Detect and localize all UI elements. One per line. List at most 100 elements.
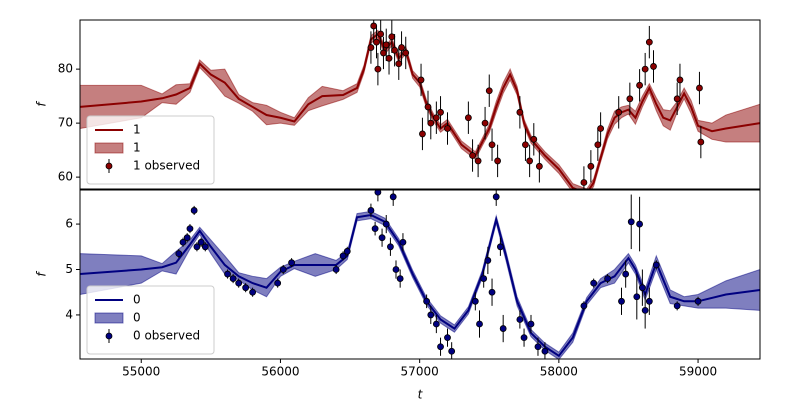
observed-point	[437, 108, 444, 116]
observed-point	[387, 243, 394, 251]
observed-point	[288, 259, 295, 267]
observed-point	[398, 44, 405, 51]
observed-point	[399, 238, 407, 246]
observed-point	[580, 179, 588, 186]
axes-frame	[79, 19, 761, 190]
legend-label: 0	[133, 311, 141, 325]
legend-marker	[105, 162, 113, 170]
legend-label: 0	[133, 293, 141, 307]
observed-point	[374, 65, 382, 73]
observed-point	[183, 234, 191, 242]
observed-point	[464, 114, 472, 122]
observed-point	[370, 22, 378, 30]
observed-point	[377, 30, 385, 38]
observed-point	[594, 141, 602, 149]
observed-point	[626, 95, 634, 103]
observed-point	[499, 325, 507, 332]
observed-point	[274, 279, 282, 287]
y-tick-label: 6	[65, 217, 73, 231]
observed-point	[496, 243, 504, 251]
observed-point	[488, 288, 496, 296]
y-tick-label: 5	[65, 262, 73, 276]
observed-point	[229, 275, 237, 282]
observed-point	[645, 297, 653, 305]
observed-point	[402, 49, 410, 57]
observed-point	[179, 238, 187, 246]
observed-point	[249, 288, 257, 296]
observed-point	[618, 297, 625, 305]
observed-point	[385, 54, 393, 62]
observed-point	[650, 63, 657, 70]
mean-line	[80, 32, 760, 189]
observed-point	[526, 157, 534, 165]
observed-point	[343, 247, 351, 255]
y-tick-label: 80	[58, 62, 73, 76]
y-axis-label: f	[35, 101, 49, 107]
observed-point	[395, 60, 403, 68]
observed-point	[697, 138, 705, 146]
observed-point	[197, 238, 205, 246]
observed-point	[597, 125, 605, 132]
observed-point	[427, 119, 435, 127]
observed-point	[371, 225, 379, 233]
observed-point	[190, 207, 198, 214]
legend-box	[86, 285, 215, 355]
x-axis-label: t	[418, 388, 424, 400]
legend-box	[86, 115, 215, 185]
observed-point	[530, 135, 538, 143]
observed-point	[636, 220, 643, 228]
observed-point	[432, 320, 440, 328]
plot-area	[80, 20, 760, 189]
observed-point	[520, 334, 528, 342]
observed-point	[476, 320, 483, 328]
observed-point	[494, 157, 502, 165]
legend-marker	[105, 332, 113, 340]
observed-point	[417, 76, 425, 84]
observed-point	[389, 193, 397, 201]
observed-point	[638, 284, 646, 292]
observed-point	[175, 250, 183, 258]
observed-point	[641, 306, 649, 314]
observed-point	[391, 46, 398, 54]
legend-label: 1 observed	[133, 159, 200, 173]
observed-point	[516, 316, 524, 323]
observed-point	[419, 130, 426, 138]
observed-point	[641, 65, 649, 73]
observed-point	[645, 38, 653, 46]
observed-point	[373, 38, 380, 46]
mean-line	[80, 213, 760, 358]
observed-point	[488, 141, 496, 149]
observed-point	[382, 41, 390, 49]
observed-point	[590, 279, 598, 287]
observed-point	[673, 302, 681, 310]
x-tick-label: 55000	[122, 365, 160, 379]
observed-point	[448, 347, 456, 355]
observed-point	[484, 257, 492, 264]
x-tick-label: 58000	[540, 365, 578, 379]
observed-point	[471, 297, 479, 305]
observed-point	[694, 297, 702, 305]
observed-point	[380, 49, 387, 57]
observed-point	[388, 33, 396, 41]
observed-point	[444, 334, 451, 342]
y-tick-label: 70	[58, 116, 73, 130]
x-tick-label: 57000	[401, 365, 439, 379]
observed-point	[673, 95, 681, 103]
observed-point	[652, 261, 660, 269]
observed-point	[580, 302, 588, 310]
y-axis-label: f	[35, 271, 49, 277]
observed-point	[367, 207, 375, 214]
observed-point	[633, 293, 641, 301]
observed-point	[516, 108, 524, 116]
observed-point	[485, 87, 493, 95]
observed-point	[474, 157, 482, 165]
observed-point	[492, 193, 500, 201]
observed-point	[535, 162, 543, 170]
observed-point	[378, 234, 386, 242]
observed-point	[186, 225, 194, 233]
y-tick-label: 60	[58, 170, 73, 184]
observed-point	[367, 44, 375, 51]
observed-point	[235, 279, 243, 287]
observed-point	[392, 266, 400, 273]
